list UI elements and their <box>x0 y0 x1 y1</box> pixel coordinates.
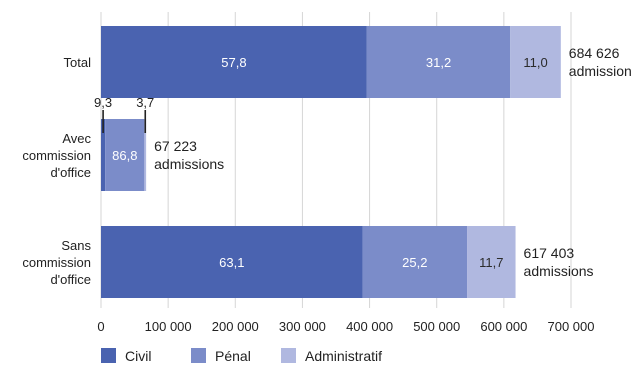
bar-pénal <box>105 119 145 191</box>
bar-label: 3,7 <box>136 95 154 110</box>
category-label: Total <box>64 55 92 70</box>
legend-label: Administratif <box>305 348 382 364</box>
x-tick-label: 0 <box>97 319 104 334</box>
category-label-line: commission <box>22 148 91 163</box>
bar-administratif <box>144 119 147 191</box>
x-tick-label: 100 000 <box>145 319 192 334</box>
x-tick-label: 200 000 <box>212 319 259 334</box>
bar-pénal <box>362 226 468 298</box>
total-label-line: admissions <box>154 156 224 172</box>
legend-label: Pénal <box>215 348 251 364</box>
legend-label: Civil <box>125 348 151 364</box>
bar-civil <box>101 119 106 191</box>
x-axis: 0 100 000 200 000 300 000 400 000 500 000 600 … <box>97 319 594 334</box>
bars <box>101 26 561 298</box>
bar-label: 86,8 <box>112 148 137 163</box>
total-label-line: 684 626 <box>569 45 620 61</box>
total-label-line: 617 403 <box>524 245 575 261</box>
category-label-line: d'office <box>50 165 91 180</box>
x-tick-label: 700 000 <box>548 319 595 334</box>
legend-swatch-administratif <box>281 348 296 363</box>
x-tick-label: 400 000 <box>346 319 393 334</box>
bar-civil <box>101 26 367 98</box>
bar-label: 63,1 <box>219 255 244 270</box>
category-label-line: d'office <box>50 272 91 287</box>
category-label: Avec commission d'office <box>22 131 91 180</box>
bar-pénal <box>366 26 511 98</box>
bar-label: 9,3 <box>94 95 112 110</box>
x-tick-label: 600 000 <box>480 319 527 334</box>
category-label-line: commission <box>22 255 91 270</box>
x-tick-label: 300 000 <box>279 319 326 334</box>
total-label-line: admissions <box>569 63 632 79</box>
bar-label: 11,7 <box>479 255 503 270</box>
bar-labels: 57,8 31,2 11,0 9,3 86,8 3,7 63,1 25,2 11,7 <box>94 55 548 270</box>
total-label: 617 403 admissions <box>524 245 594 279</box>
category-label: Sans commission d'office <box>22 238 91 287</box>
bar-civil <box>101 226 363 298</box>
bar-label: 31,2 <box>426 55 451 70</box>
total-label: 67 223 admissions <box>154 138 224 172</box>
category-label-line: Total <box>64 55 92 70</box>
bar-label: 25,2 <box>402 255 427 270</box>
legend: Civil Pénal Administratif <box>101 348 382 364</box>
bar-administratif <box>510 26 561 98</box>
category-labels: Total Avec commission d'office Sans commissio… <box>22 55 91 287</box>
bar-label: 57,8 <box>221 55 246 70</box>
x-tick-label: 500 000 <box>413 319 460 334</box>
total-label-line: 67 223 <box>154 138 197 154</box>
bar-label: 11,0 <box>523 55 547 70</box>
total-label: 684 626 admissions <box>569 45 632 79</box>
legend-swatch-civil <box>101 348 116 363</box>
bar-administratif <box>467 226 516 298</box>
category-label-line: Sans <box>61 238 91 253</box>
category-label-line: Avec <box>62 131 91 146</box>
total-label-line: admissions <box>524 263 594 279</box>
legend-swatch-pénal <box>191 348 206 363</box>
